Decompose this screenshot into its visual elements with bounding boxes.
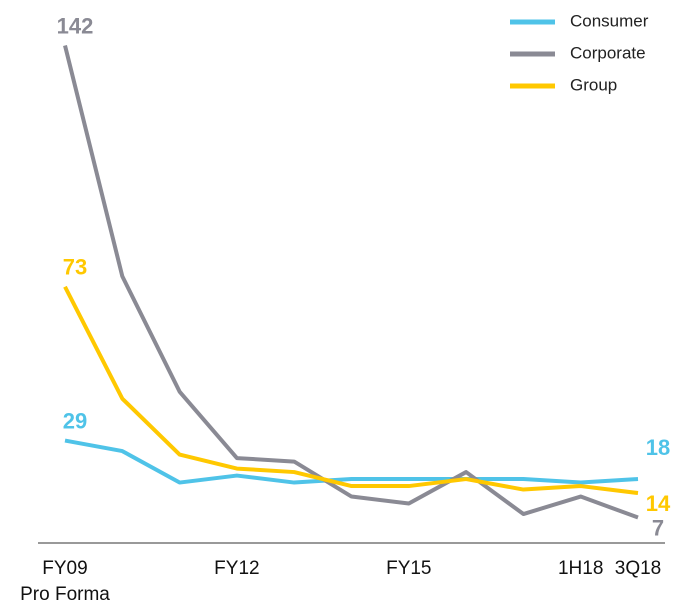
value-label: 7 bbox=[652, 515, 664, 540]
legend-label: Group bbox=[570, 75, 617, 94]
line bbox=[63, 285, 639, 496]
value-label: 73 bbox=[63, 255, 87, 280]
legend-label: Consumer bbox=[570, 11, 649, 30]
x-tick-label: 3Q18 bbox=[614, 558, 662, 579]
x-tick-label: 1H18 bbox=[557, 558, 604, 579]
line bbox=[64, 438, 639, 485]
value-label: 14 bbox=[646, 491, 671, 516]
value-label: 18 bbox=[646, 435, 670, 460]
x-tick-label: FY12 bbox=[214, 558, 260, 579]
value-label: 142 bbox=[57, 13, 94, 38]
line bbox=[63, 44, 639, 520]
legend-label: Corporate bbox=[570, 43, 646, 62]
x-tick-label: FY09 Pro Forma bbox=[20, 558, 110, 605]
x-tick-label: FY15 bbox=[386, 558, 432, 579]
value-label: 29 bbox=[63, 408, 87, 433]
